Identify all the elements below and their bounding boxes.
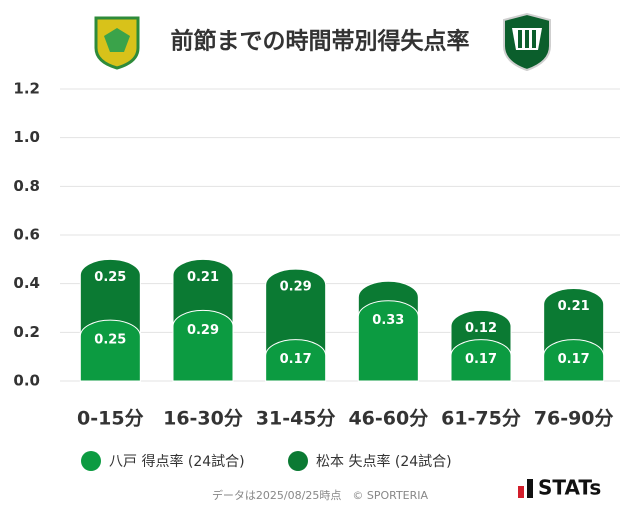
bar-segment [265,268,327,357]
x-tick-label: 31-45分 [256,408,336,430]
value-label: 0.25 [94,333,126,348]
legend-swatch [81,451,101,471]
legend-label: 松本 失点率 (24試合) [316,453,452,470]
bar-segment [543,339,605,382]
value-label: 0.33 [372,313,404,328]
value-label: 0.12 [465,321,497,336]
value-label: 0.29 [280,280,312,295]
x-tick-label: 46-60分 [348,408,428,430]
y-tick-label: 0.8 [13,177,40,195]
y-tick-label: 1.2 [13,80,40,98]
y-tick-label: 0.2 [13,323,40,341]
x-tick-label: 16-30分 [163,408,243,430]
x-tick-label: 76-90分 [534,408,614,430]
bar-segment [79,319,141,382]
legend-label: 八戸 得点率 (24試合) [109,453,245,470]
bar-segment [172,258,234,327]
x-tick-label: 61-75分 [441,408,521,430]
brand-logo [518,479,533,498]
value-label: 0.17 [558,352,590,367]
y-tick-label: 1.0 [13,128,40,146]
y-tick-label: 0.6 [13,226,40,244]
chart-title: 前節までの時間帯別得失点率 [171,28,470,55]
value-label: 0.17 [280,352,312,367]
bar-segment [172,309,234,382]
bar-segment [543,288,605,357]
x-tick-label: 0-15分 [77,408,144,430]
y-tick-label: 0.0 [13,372,40,390]
bar-segment [265,339,327,382]
value-label: 0.21 [558,299,590,314]
bar-segment [357,300,419,382]
legend-swatch [288,451,308,471]
value-label: 0.21 [187,270,219,285]
value-label: 0.17 [465,352,497,367]
y-tick-label: 0.4 [13,274,40,292]
value-label: 0.25 [94,270,126,285]
footer: データは2025/08/25時点 © SPORTERIA [212,488,429,502]
bar-segment [79,258,141,337]
away-logo [503,12,551,72]
brand: STATs [538,476,601,500]
home-logo [94,16,140,70]
bar-segment [450,339,512,382]
value-label: 0.29 [187,323,219,338]
